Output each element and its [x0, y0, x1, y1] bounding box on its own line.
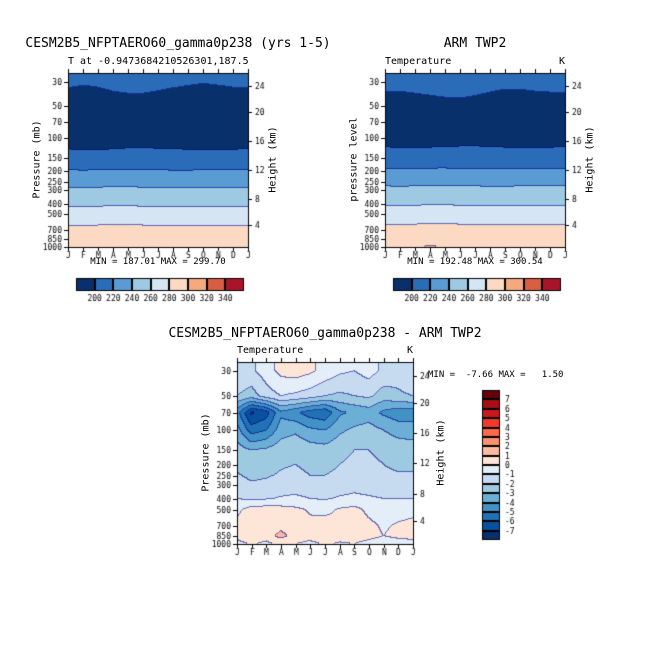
panel3-title: CESM2B5_NFPTAERO60_gamma0p238 - ARM TWP2	[168, 326, 482, 341]
panel2-subtitle-left: Temperature	[385, 56, 452, 67]
panel1-title: CESM2B5_NFPTAERO60_gamma0p238 (yrs 1-5)	[25, 36, 331, 51]
panel1-subtitle-left: T at -0.9473684210526301,187.5	[68, 56, 249, 67]
panel3-units-label: K	[406, 345, 413, 356]
panel1-minmax-label: MIN = 187.01 MAX = 299.70	[90, 257, 226, 267]
panel3-yaxis-right-title: Height (km)	[435, 419, 447, 486]
panel2-minmax-label: MIN = 192.48 MAX = 300.54	[407, 257, 543, 267]
panel2-title: ARM TWP2	[443, 36, 507, 51]
panel3-subtitle-left: Temperature	[237, 345, 304, 356]
panel2-yaxis-left-title: pressure level	[348, 117, 360, 202]
panel2-yaxis-right-title: Height (km)	[584, 126, 596, 193]
panel2-units-label: K	[558, 56, 565, 67]
panel3-minmax-label: MIN = -7.66 MAX = 1.50	[428, 370, 564, 380]
panel1-yaxis-right-title: Height (km)	[267, 126, 279, 193]
panel1-yaxis-left-title: Pressure (mb)	[31, 120, 43, 199]
panel3-yaxis-left-title: Pressure (mb)	[200, 413, 212, 492]
